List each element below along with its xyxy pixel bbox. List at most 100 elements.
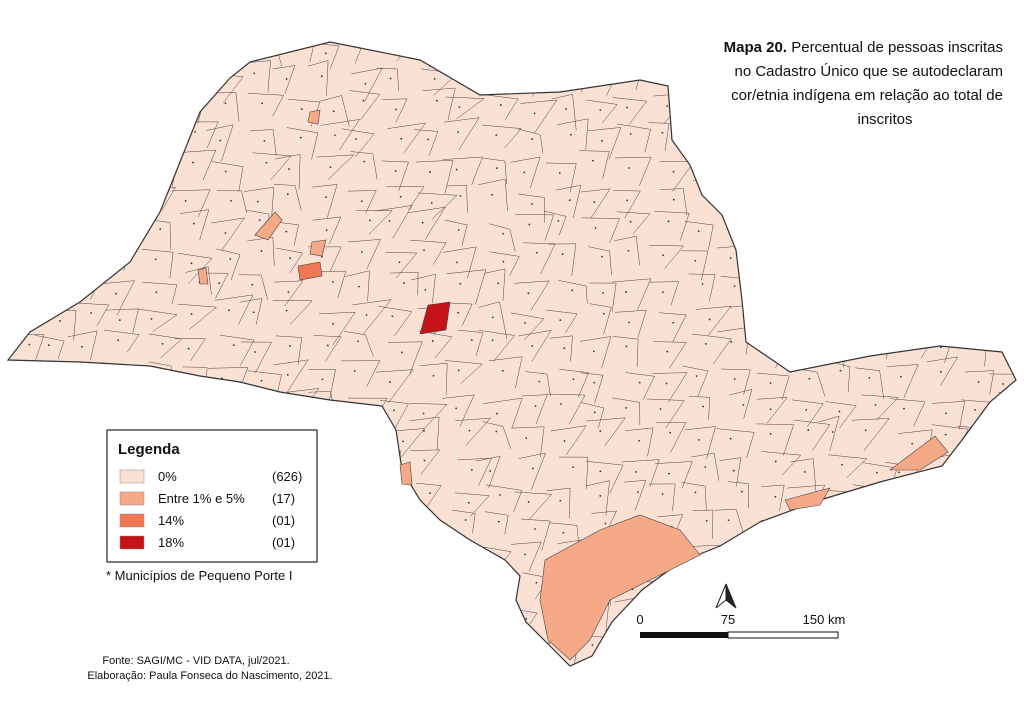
legend-swatch: [119, 491, 145, 506]
municipal-border: [78, 486, 100, 516]
municipality-dot: [501, 369, 504, 372]
municipal-border: [788, 660, 816, 666]
municipal-border: [588, 246, 612, 275]
municipality-dot: [798, 105, 801, 107]
municipal-border: [851, 182, 879, 220]
municipal-border: [137, 308, 178, 332]
municipal-border: [72, 42, 102, 64]
municipal-border: [750, 279, 780, 309]
municipality-dot: [328, 556, 331, 558]
municipality-dot: [968, 682, 970, 684]
municipality-dot: [629, 133, 632, 135]
municipality-dot: [762, 551, 765, 554]
municipal-border: [748, 570, 783, 597]
municipal-border: [442, 42, 469, 67]
municipal-border: [827, 636, 856, 663]
municipal-border: [409, 403, 448, 429]
municipality-dot: [693, 109, 696, 112]
municipality-dot: [1011, 401, 1014, 404]
municipal-border: [442, 246, 477, 279]
municipal-border: [179, 209, 210, 240]
municipality-dot: [429, 492, 431, 495]
municipality-dot: [431, 42, 434, 43]
municipal-border: [318, 270, 347, 298]
municipal-border: [341, 489, 381, 518]
municipality-dot: [116, 255, 119, 258]
municipality-dot: [565, 46, 568, 49]
municipality-dot: [669, 649, 671, 652]
municipality-dot: [865, 493, 868, 496]
municipal-border: [928, 122, 959, 155]
municipality-dot: [498, 493, 501, 496]
municipality-dot: [288, 168, 290, 170]
municipality-dot: [20, 531, 23, 534]
municipality-dot: [876, 471, 878, 474]
municipality-dot: [360, 251, 363, 253]
municipal-border: [351, 457, 384, 485]
municipal-border: [818, 415, 840, 452]
municipal-border: [714, 508, 745, 536]
municipal-border: [729, 638, 770, 664]
municipality-dot: [127, 612, 130, 614]
municipal-border: [756, 423, 794, 456]
municipal-border: [216, 248, 241, 281]
municipal-border: [312, 216, 342, 245]
municipality-dot: [327, 582, 330, 585]
municipality-dot: [23, 100, 26, 102]
municipal-border: [886, 364, 919, 398]
municipality-dot: [874, 404, 877, 406]
municipal-border: [240, 341, 272, 374]
municipality-dot: [21, 223, 24, 226]
municipality-dot: [185, 103, 188, 106]
municipal-border: [75, 606, 114, 637]
municipal-border: [688, 580, 718, 605]
municipality-dot: [526, 676, 528, 678]
municipal-border: [648, 122, 670, 151]
municipal-border: [958, 454, 986, 479]
municipal-border: [1020, 183, 1024, 216]
municipality-dot: [972, 622, 975, 624]
municipality-dot: [877, 611, 880, 614]
municipal-border: [378, 305, 413, 337]
municipality-dot: [661, 131, 664, 134]
municipal-border: [580, 372, 604, 404]
municipality-dot: [48, 672, 50, 674]
municipality-dot: [394, 170, 397, 172]
municipality-dot: [398, 261, 401, 264]
municipality-dot: [933, 226, 936, 229]
municipal-border: [517, 642, 551, 666]
municipal-border: [966, 248, 1004, 280]
municipality-dot: [186, 402, 189, 405]
municipal-border: [952, 545, 987, 574]
municipality-dot: [771, 193, 774, 196]
municipality-dot: [966, 221, 968, 224]
municipality-dot: [48, 130, 51, 132]
municipality-dot: [533, 112, 536, 115]
municipality-dot: [218, 81, 221, 84]
municipality-dot: [932, 642, 935, 645]
municipal-border: [996, 516, 1016, 543]
municipal-border: [69, 125, 107, 153]
municipality-dot: [572, 378, 575, 381]
municipality-dot: [320, 255, 323, 258]
municipality-dot: [161, 370, 164, 373]
municipality-dot: [427, 138, 430, 141]
municipality-dot: [525, 617, 528, 620]
municipal-border: [419, 362, 448, 395]
municipality-dot: [82, 554, 85, 556]
municipality-dot: [457, 229, 460, 231]
municipal-border: [319, 311, 356, 346]
municipality-dot: [571, 289, 574, 292]
municipality-dot: [491, 555, 494, 558]
municipal-border: [627, 655, 655, 666]
municipal-border: [114, 58, 143, 88]
municipality-dot: [527, 501, 530, 503]
municipality-dot: [1007, 226, 1009, 229]
municipality-dot: [906, 644, 908, 647]
municipal-border: [8, 152, 42, 184]
title-label: Mapa 20.: [724, 39, 787, 56]
municipal-border: [45, 96, 72, 130]
municipality-dot: [130, 170, 133, 173]
municipality-dot: [90, 441, 93, 444]
